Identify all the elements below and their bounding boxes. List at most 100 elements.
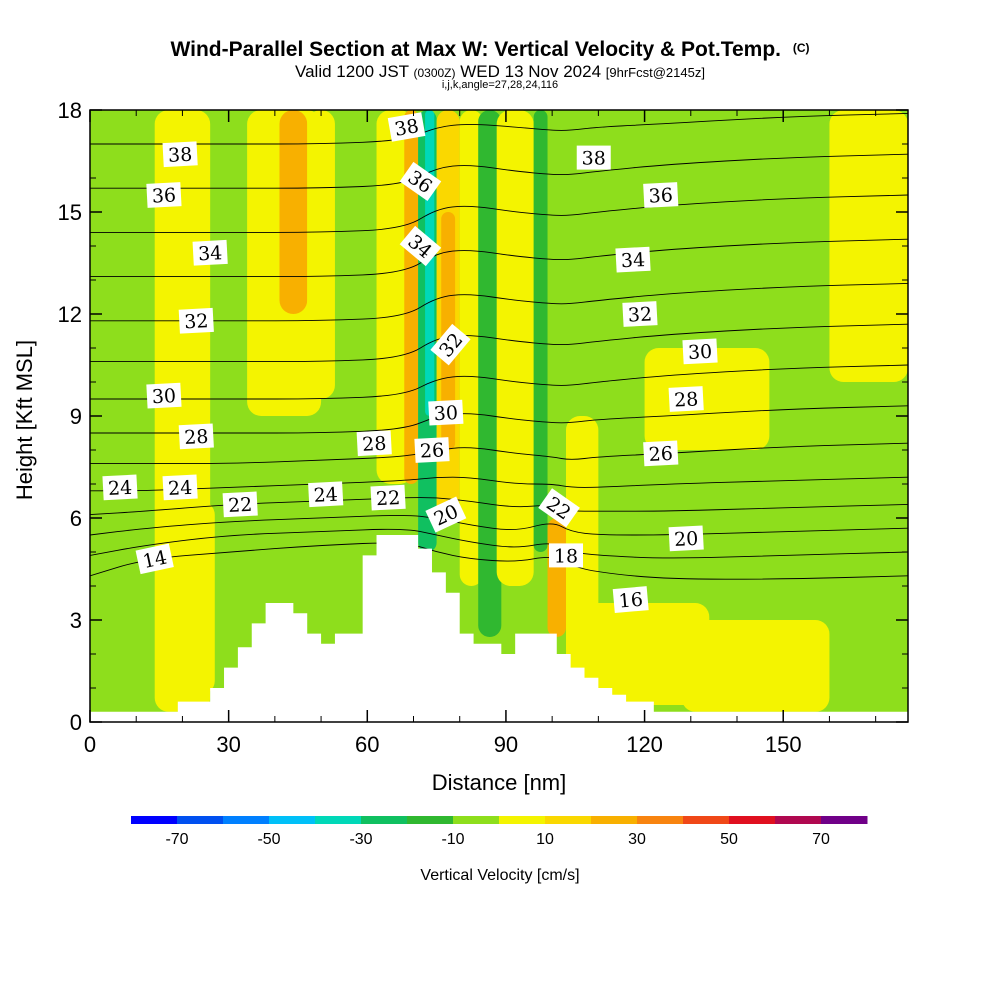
forecast-tag: [9hrFcst@2145z] (606, 65, 705, 80)
colorbar-swatch (591, 816, 638, 824)
contour-label-text: 38 (393, 115, 421, 141)
contour-label: 38 (162, 141, 198, 168)
contour-label: 30 (682, 338, 718, 365)
colorbar-swatch (223, 816, 270, 824)
colorbar-tick-label: -50 (257, 831, 280, 848)
contour-label-box (178, 307, 214, 334)
contour-label-box (399, 161, 442, 201)
colorbar-tick-label: -10 (441, 831, 464, 848)
contour-label: 26 (643, 440, 679, 467)
y-tick-label: 0 (70, 710, 82, 735)
contour-label-text: 16 (618, 589, 644, 613)
velocity-band (547, 518, 567, 637)
contour-label-box (576, 145, 611, 170)
velocity-band (279, 110, 308, 314)
velocity-band (644, 348, 770, 450)
contour-label: 38 (387, 112, 426, 142)
contour-label-box (370, 484, 406, 511)
colorbar-swatch (775, 816, 822, 824)
theta-contour (90, 497, 908, 516)
contour-label-box (399, 225, 442, 267)
contour-label-box (622, 301, 658, 327)
contour-label-box (135, 543, 174, 575)
theta-contour (90, 528, 908, 559)
contour-label-box (414, 437, 450, 463)
contour-label: 28 (668, 386, 704, 412)
contour-label-text: 26 (648, 443, 673, 466)
theta-contour (90, 476, 908, 492)
x-tick-label: 0 (84, 732, 96, 757)
contour-label-text: 18 (554, 545, 578, 567)
contour-label-text: 24 (107, 477, 132, 500)
theta-contour (90, 112, 908, 145)
contour-label-text: 36 (151, 184, 176, 207)
contour-label: 14 (135, 543, 174, 575)
theta-contour (90, 194, 908, 233)
velocity-band (829, 110, 908, 382)
contour-label-box (387, 112, 426, 142)
colorbar-swatch (269, 816, 316, 824)
contour-label: 24 (162, 474, 198, 501)
velocity-band (579, 603, 710, 705)
contour-label: 34 (192, 239, 228, 266)
colorbar-swatch (545, 816, 592, 824)
contour-label-box (146, 382, 182, 409)
colorbar-tick-label: 50 (720, 831, 738, 848)
contour-label-box (178, 423, 214, 450)
contour-label-text: 38 (168, 144, 193, 167)
colorbar-swatch (453, 816, 500, 824)
copyright-mark: (C) (793, 41, 810, 55)
contour-label: 16 (612, 586, 649, 614)
colorbar: -70 -50 -30 -10 10 30 50 70 (131, 816, 868, 848)
contour-label-box (146, 182, 182, 208)
contour-label-box (356, 430, 392, 457)
contour-label-text: 34 (620, 249, 645, 272)
x-axis: 0 30 60 90 120 150 (84, 110, 877, 757)
chart-subtitle: Valid 1200 JST (0300Z) WED 13 Nov 2024 [… (295, 62, 705, 81)
y-tick-label: 12 (58, 302, 82, 327)
contour-label: 38 (576, 145, 611, 170)
x-tick-label: 60 (355, 732, 379, 757)
colorbar-tick-label: 10 (536, 831, 554, 848)
valid-date: WED 13 Nov 2024 (460, 62, 601, 81)
colorbar-tick-label: 70 (812, 831, 830, 848)
contour-label-box (643, 440, 679, 467)
valid-time: Valid 1200 JST (295, 62, 409, 81)
contour-label-box (612, 586, 649, 614)
colorbar-tick-label: 30 (628, 831, 646, 848)
contour-label-box (162, 141, 198, 168)
contour-label-text: 30 (687, 341, 712, 364)
contour-label-text: 36 (648, 184, 673, 207)
theta-contour (90, 364, 908, 400)
contour-label-text: 38 (582, 148, 606, 170)
contour-label-text: 32 (627, 303, 652, 326)
contour-label: 26 (414, 437, 450, 463)
contour-label-text: 28 (674, 388, 699, 411)
x-tick-label: 90 (494, 732, 518, 757)
theta-contour (90, 542, 908, 580)
contour-label: 32 (622, 301, 658, 327)
colorbar-swatch (315, 816, 362, 824)
contour-label: 18 (549, 543, 584, 568)
colorbar-swatch (131, 816, 178, 824)
contour-label-text: 30 (151, 385, 176, 408)
y-tick-label: 18 (58, 98, 82, 123)
contour-label: 36 (643, 182, 679, 208)
contour-label-text: 28 (184, 426, 209, 449)
velocity-band (681, 620, 830, 712)
y-axis-title: Height [Kft MSL] (12, 340, 37, 500)
colorbar-swatch (637, 816, 684, 824)
x-tick-label: 120 (626, 732, 663, 757)
contour-label-box (308, 481, 344, 508)
x-tick-label: 30 (216, 732, 240, 757)
contour-label-text: 22 (375, 487, 400, 510)
colorbar-swatch (821, 816, 868, 824)
theta-contour (90, 153, 908, 189)
contour-label: 30 (146, 382, 182, 409)
contour-label: 32 (178, 307, 214, 334)
colorbar-tick-label: -70 (165, 831, 188, 848)
contour-label-box (162, 474, 198, 501)
